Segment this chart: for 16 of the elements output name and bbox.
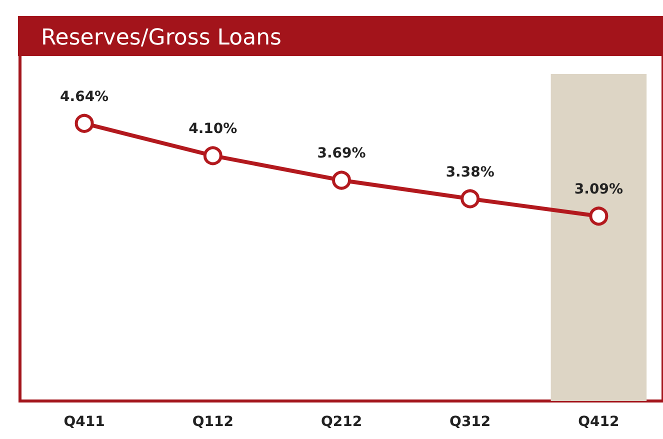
data-label: 3.38%: [446, 164, 494, 180]
data-label: 4.64%: [60, 88, 109, 105]
point: [203, 146, 222, 166]
data-label: 4.10%: [188, 121, 238, 138]
x-tick-label: Q412: [578, 414, 620, 430]
x-tick-label: Q312: [450, 414, 491, 430]
x-tick-label: Q411: [64, 414, 105, 430]
point: [74, 114, 94, 133]
data-label: 3.09%: [574, 182, 623, 198]
chart-title: Reserves/Gross Loans: [41, 26, 282, 50]
x-tick-label: Q212: [320, 414, 362, 430]
point: [332, 170, 351, 190]
x-tick-label: Q112: [192, 414, 234, 430]
point: [589, 206, 608, 226]
data-label: 3.69%: [317, 146, 366, 162]
point: [460, 189, 480, 208]
